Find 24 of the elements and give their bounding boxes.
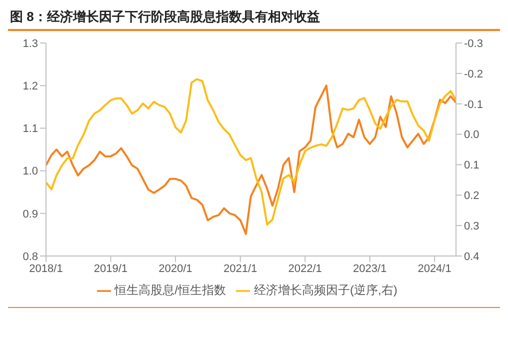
- y-tick-label: 0.8: [22, 250, 38, 263]
- chart-title: 图 8：经济增长因子下行阶段高股息指数具有相对收益: [9, 8, 321, 26]
- y2-tick-label: 0.4: [464, 250, 480, 263]
- y-tick-label: 1.0: [22, 166, 38, 178]
- y2-tick-label: -0.1: [464, 98, 483, 111]
- legend-label: 恒生高股息/恒生指数: [114, 283, 226, 297]
- y2-tick-label: -0.2: [464, 68, 483, 80]
- y2-tick-label: 0.0: [464, 129, 480, 142]
- y2-tick-label: 0.2: [464, 190, 480, 202]
- x-tick-label: 2019/1: [94, 262, 128, 275]
- y2-tick-label: 0.3: [464, 220, 480, 232]
- x-tick-label: 2020/1: [158, 262, 192, 275]
- y-tick-label: 1.2: [22, 80, 38, 93]
- y-tick-label: 0.9: [22, 208, 38, 220]
- x-tick-label: 2022/1: [288, 262, 322, 275]
- y-tick-label: 1.3: [22, 38, 38, 50]
- x-tick-label: 2021/1: [224, 262, 258, 275]
- x-tick-label: 2018/1: [29, 262, 63, 275]
- x-tick-label: 2023/1: [352, 262, 387, 275]
- legend-label: 经济增长高频因子(逆序,右): [254, 283, 398, 297]
- y2-tick-label: 0.1: [464, 160, 480, 172]
- y-tick-label: 1.1: [22, 123, 38, 136]
- y2-tick-label: -0.3: [464, 38, 483, 50]
- x-tick-label: 2024/1: [418, 262, 452, 275]
